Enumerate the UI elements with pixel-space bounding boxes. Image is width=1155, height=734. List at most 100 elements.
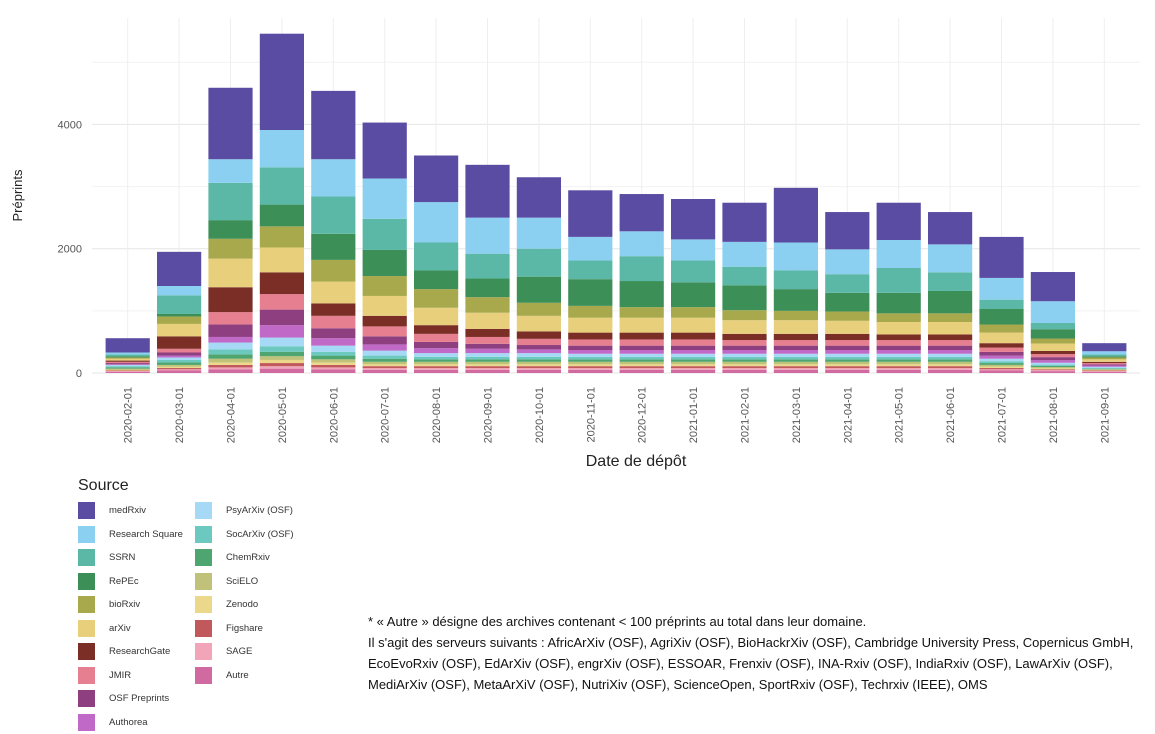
bar-segment-authorea (414, 348, 458, 353)
bar-segment-researchgate (1031, 351, 1075, 354)
legend-swatch (195, 502, 212, 519)
bar-segment-scielo (722, 362, 766, 364)
bar-segment-medrxiv (1082, 343, 1126, 351)
bar-segment-chemrxiv (979, 363, 1023, 365)
bar-segment-biorxiv (414, 289, 458, 308)
bar-segment-figshare (979, 368, 1023, 369)
legend-swatch (78, 573, 95, 590)
bar-segment-autre (928, 370, 972, 373)
bar-segment-figshare (414, 366, 458, 368)
bar-segment-psyarxiv-osf (928, 354, 972, 357)
bar-segment-psyarxiv-osf (774, 354, 818, 357)
bar-segment-jmir (722, 340, 766, 346)
bar-segment-researchgate (363, 316, 407, 327)
bar-segment-researchgate (208, 287, 252, 312)
bar-segment-jmir (979, 348, 1023, 352)
bar-segment-ssrn (414, 243, 458, 271)
y-tick-label: 4000 (58, 119, 82, 131)
x-tick-label: 2021-04-01 (842, 387, 854, 443)
bar-segment-sage (979, 369, 1023, 370)
bar-segment-socarxiv-osf (877, 357, 921, 359)
bar-segment-repec (877, 293, 921, 314)
bar-segment-researchgate (465, 329, 509, 337)
bar-segment-medrxiv (722, 203, 766, 242)
bar-segment-sage (877, 368, 921, 370)
bar-segment-repec (722, 285, 766, 310)
bar-segment-researchgate (414, 325, 458, 334)
bar-segment-ssrn (465, 254, 509, 279)
bar-segment-jmir (363, 326, 407, 336)
legend-swatch (78, 714, 95, 731)
bar-segment-osf-preprints (260, 310, 304, 326)
bar-segment-psyarxiv-osf (311, 346, 355, 352)
bar-segment-medrxiv (928, 212, 972, 244)
bar-segment-sage (722, 368, 766, 370)
bar-segment-ssrn (363, 219, 407, 250)
bar-segment-osf-preprints (620, 346, 664, 350)
legend-item: RePEc (78, 570, 183, 594)
x-tick-label: 2021-06-01 (945, 387, 957, 443)
bar-segment-socarxiv-osf (1082, 368, 1126, 369)
bar-segment-figshare (671, 366, 715, 368)
bar-segment-jmir (311, 316, 355, 328)
bar-segment-research-square (311, 159, 355, 196)
bar-segment-chemrxiv (260, 352, 304, 356)
bar-segment-biorxiv (208, 239, 252, 259)
bar-segment-figshare (157, 368, 201, 369)
bar-segment-biorxiv (568, 306, 612, 318)
bar-segment-arxiv (620, 318, 664, 333)
bar-segment-medrxiv (311, 91, 355, 159)
legend-swatch (195, 573, 212, 590)
bar-segment-research-square (414, 202, 458, 242)
bar-segment-scielo (774, 362, 818, 364)
bar-segment-authorea (1082, 366, 1126, 367)
bar-segment-authorea (825, 350, 869, 354)
bar-segment-arxiv (414, 308, 458, 325)
bar-segment-research-square (620, 231, 664, 256)
bar-segment-osf-preprints (465, 344, 509, 349)
bar-segment-research-square (106, 352, 150, 354)
bar-segment-sage (928, 368, 972, 370)
x-tick-label: 2021-02-01 (740, 387, 752, 443)
legend-item: Autre (195, 664, 294, 688)
bar-segment-medrxiv (260, 34, 304, 130)
legend-item: Figshare (195, 617, 294, 641)
y-tick-label: 0 (76, 368, 82, 380)
bar-segment-autre (620, 370, 664, 373)
bar-segment-jmir (414, 334, 458, 342)
bar-segment-figshare (928, 366, 972, 368)
bar-segment-ssrn (157, 295, 201, 314)
bar-segment-scielo (877, 362, 921, 364)
bar-segment-socarxiv-osf (208, 349, 252, 354)
bar-segment-psyarxiv-osf (517, 353, 561, 357)
bar-segment-biorxiv (671, 307, 715, 318)
bar-segment-zenodo (157, 367, 201, 368)
bar-segment-chemrxiv (877, 359, 921, 361)
bar-segment-psyarxiv-osf (1082, 367, 1126, 368)
bar-segment-sage (1082, 371, 1126, 372)
bar-segment-researchgate (825, 334, 869, 340)
legend-swatch (195, 526, 212, 543)
bar-segment-socarxiv-osf (363, 356, 407, 359)
bar-segment-chemrxiv (825, 359, 869, 361)
legend-label: Figshare (226, 623, 263, 634)
bar-segment-osf-preprints (671, 346, 715, 350)
bar-segment-sage (414, 368, 458, 370)
bar-segment-osf-preprints (414, 342, 458, 348)
legend-label: RePEc (109, 576, 139, 587)
bar-segment-chemrxiv (414, 359, 458, 361)
legend-item: SciELO (195, 570, 294, 594)
x-tick-label: 2020-08-01 (431, 387, 443, 443)
bar-segment-repec (825, 293, 869, 312)
bar-segment-zenodo (774, 364, 818, 366)
bar-segment-authorea (208, 337, 252, 343)
bar-segment-repec (106, 356, 150, 357)
footnote-line-2: Il s'agit des serveurs suivants : AfricA… (368, 632, 1155, 695)
bar-segment-researchgate (517, 331, 561, 338)
bar-segment-zenodo (208, 362, 252, 364)
bar-segment-figshare (568, 366, 612, 368)
legend-label: JMIR (109, 670, 131, 681)
bar-segment-medrxiv (877, 203, 921, 240)
bar-segment-osf-preprints (979, 352, 1023, 356)
